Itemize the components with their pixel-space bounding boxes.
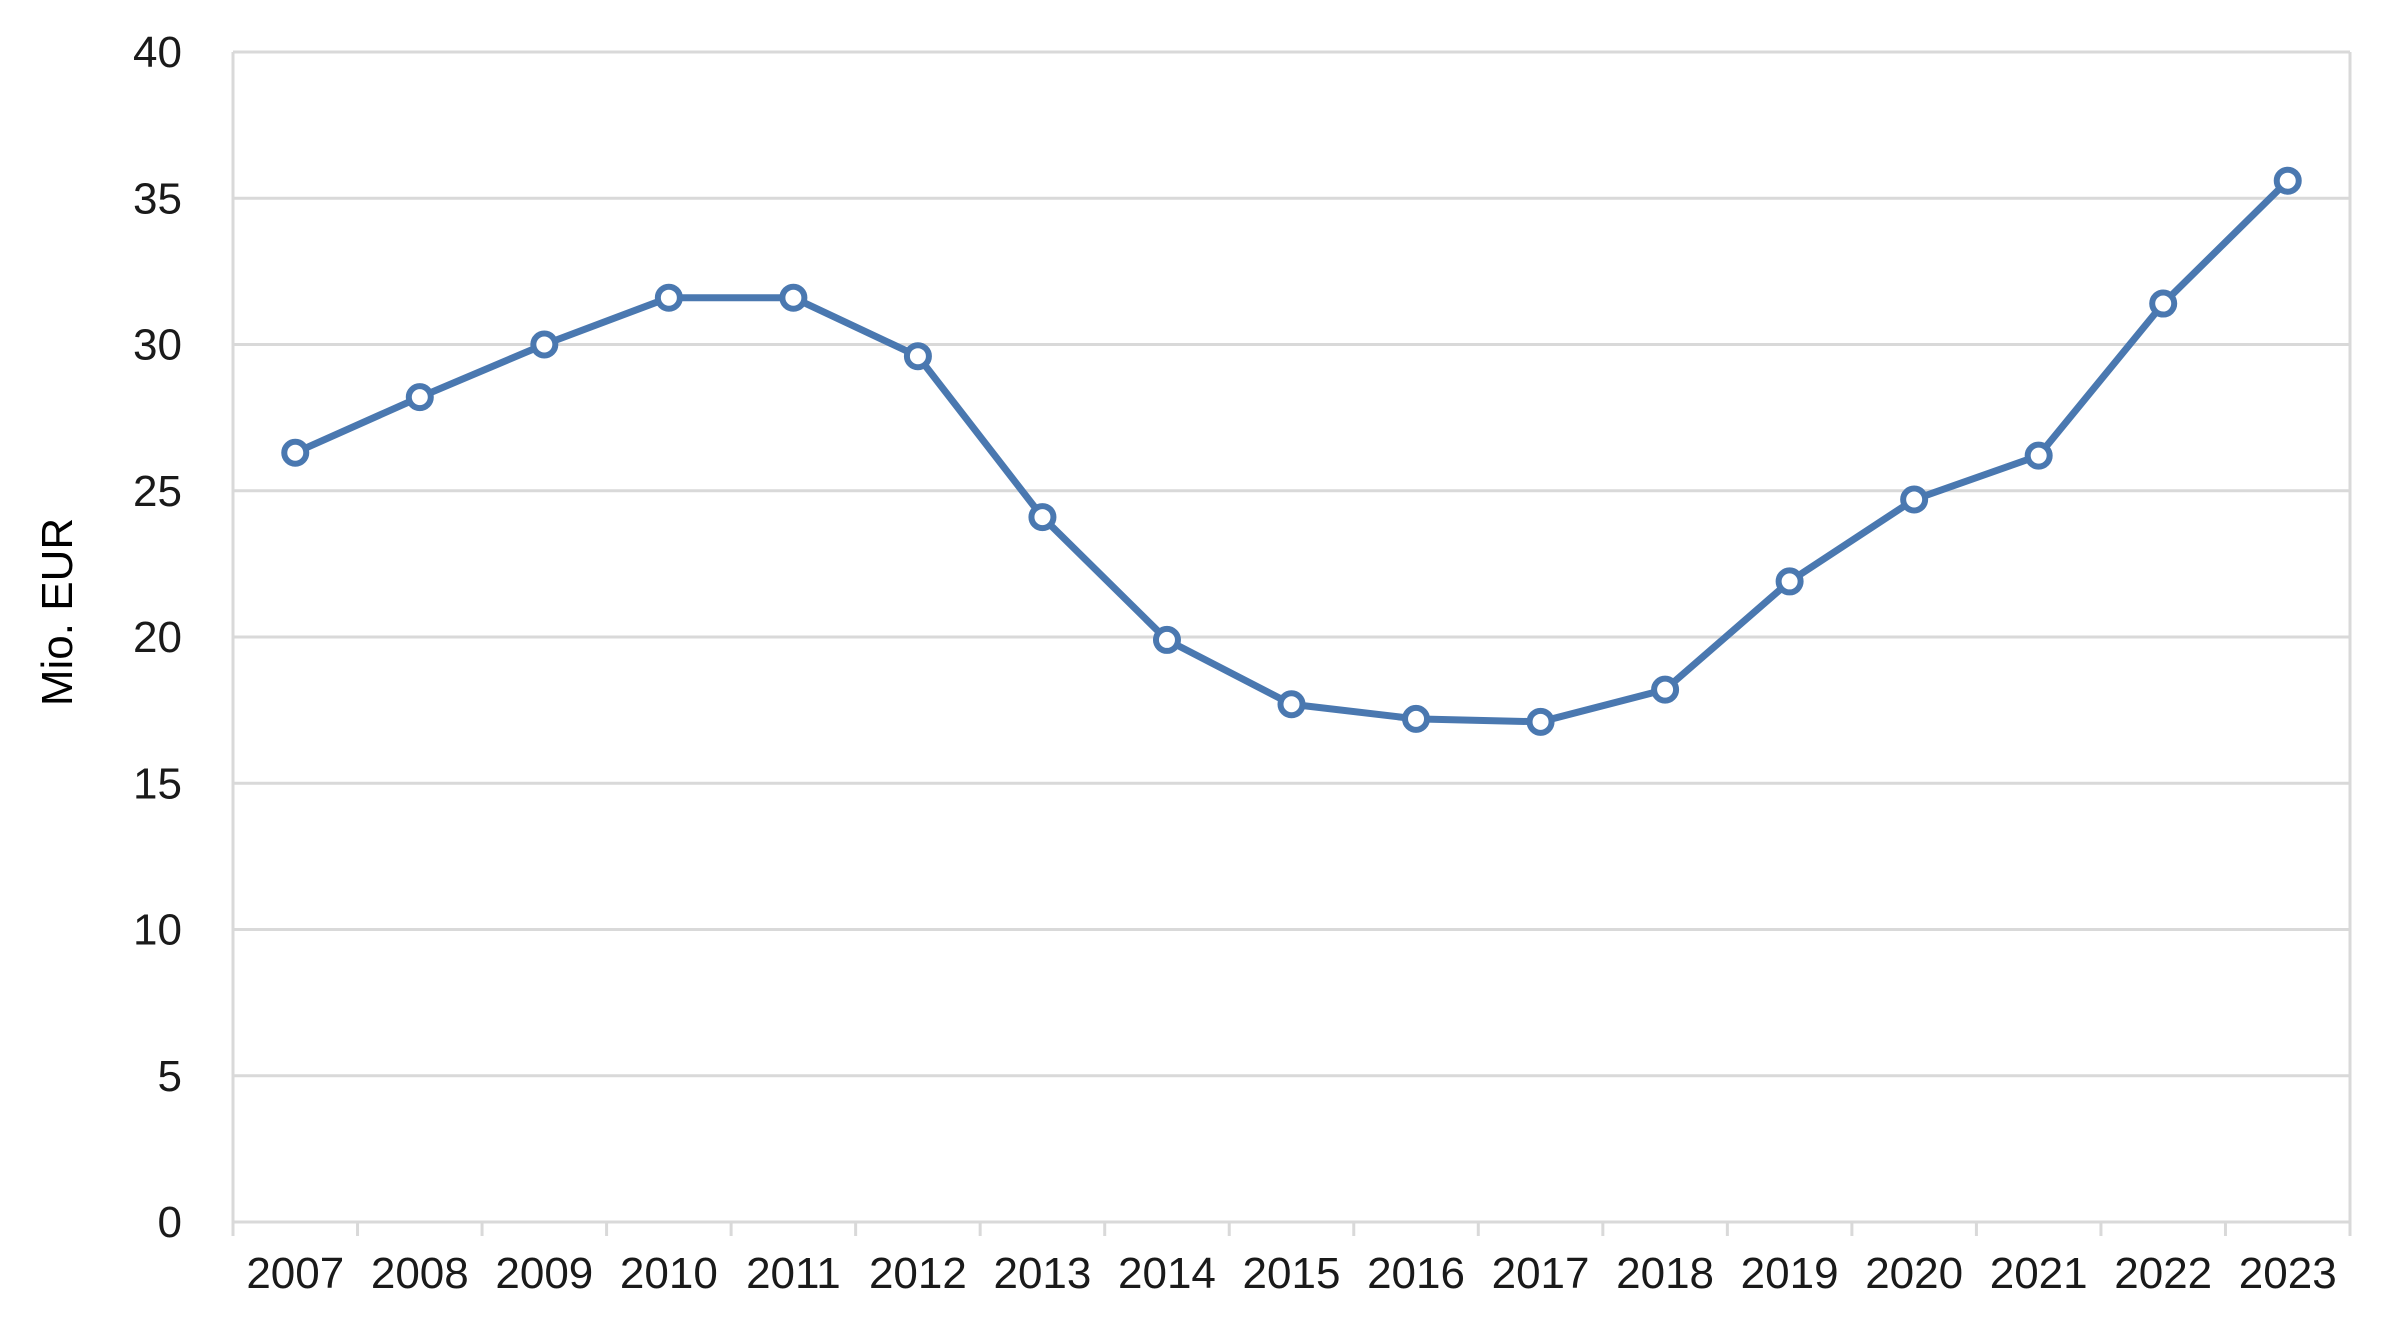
y-tick-label: 35	[133, 174, 182, 223]
x-tick-label: 2020	[1865, 1249, 1963, 1298]
data-point	[1277, 690, 1306, 719]
x-tick-label: 2012	[869, 1249, 967, 1298]
x-tick-labels: 2007 2008 2009 2010 2011 2012 2013 2014 2015 2016…	[246, 1249, 2336, 1298]
data-point	[1900, 485, 1929, 514]
y-axis-title: Mio. EUR	[33, 518, 82, 706]
x-tick-label: 2007	[246, 1249, 344, 1298]
data-point	[779, 283, 808, 312]
x-tick-label: 2013	[993, 1249, 1091, 1298]
x-tick-label: 2023	[2239, 1249, 2337, 1298]
data-point	[654, 283, 683, 312]
x-tick-label: 2021	[1990, 1249, 2088, 1298]
data-point	[281, 438, 310, 467]
y-tick-label: 10	[133, 906, 182, 955]
data-point	[530, 330, 559, 359]
x-tick-label: 2016	[1367, 1249, 1465, 1298]
gridlines	[233, 50, 2350, 1078]
series-line	[291, 177, 2292, 726]
x-tick-label: 2015	[1243, 1249, 1341, 1298]
axis-titles: Mio. EUR	[33, 518, 82, 706]
y-tick-label: 40	[133, 28, 182, 77]
x-tick-label: 2011	[746, 1249, 841, 1298]
x-tick-label: 2008	[371, 1249, 469, 1298]
data-point	[2024, 441, 2053, 470]
y-tick-label: 15	[133, 759, 182, 808]
data-point	[2149, 289, 2178, 318]
x-tick-label: 2022	[2114, 1249, 2212, 1298]
series	[281, 166, 2302, 736]
x-tick-label: 2010	[620, 1249, 718, 1298]
data-point	[1526, 707, 1555, 736]
data-point	[1651, 675, 1680, 704]
data-point	[1775, 567, 1804, 596]
axes	[231, 52, 2352, 1236]
data-point	[2273, 166, 2302, 195]
x-tick-label: 2019	[1741, 1249, 1839, 1298]
data-point	[903, 342, 932, 371]
y-tick-label: 0	[158, 1198, 182, 1247]
data-point	[1402, 704, 1431, 733]
y-tick-labels: 0 5 10 15 20 25 30 35 40	[133, 28, 182, 1247]
x-tick-label: 2009	[495, 1249, 593, 1298]
y-tick-label: 20	[133, 613, 182, 662]
x-tick-label: 2014	[1118, 1249, 1216, 1298]
y-tick-label: 25	[133, 467, 182, 516]
x-tick-label: 2017	[1492, 1249, 1590, 1298]
y-tick-label: 5	[158, 1052, 182, 1101]
x-tick-label: 2018	[1616, 1249, 1714, 1298]
data-point	[1152, 625, 1181, 654]
data-point	[405, 383, 434, 412]
data-point	[1028, 503, 1057, 532]
y-tick-label: 30	[133, 321, 182, 370]
